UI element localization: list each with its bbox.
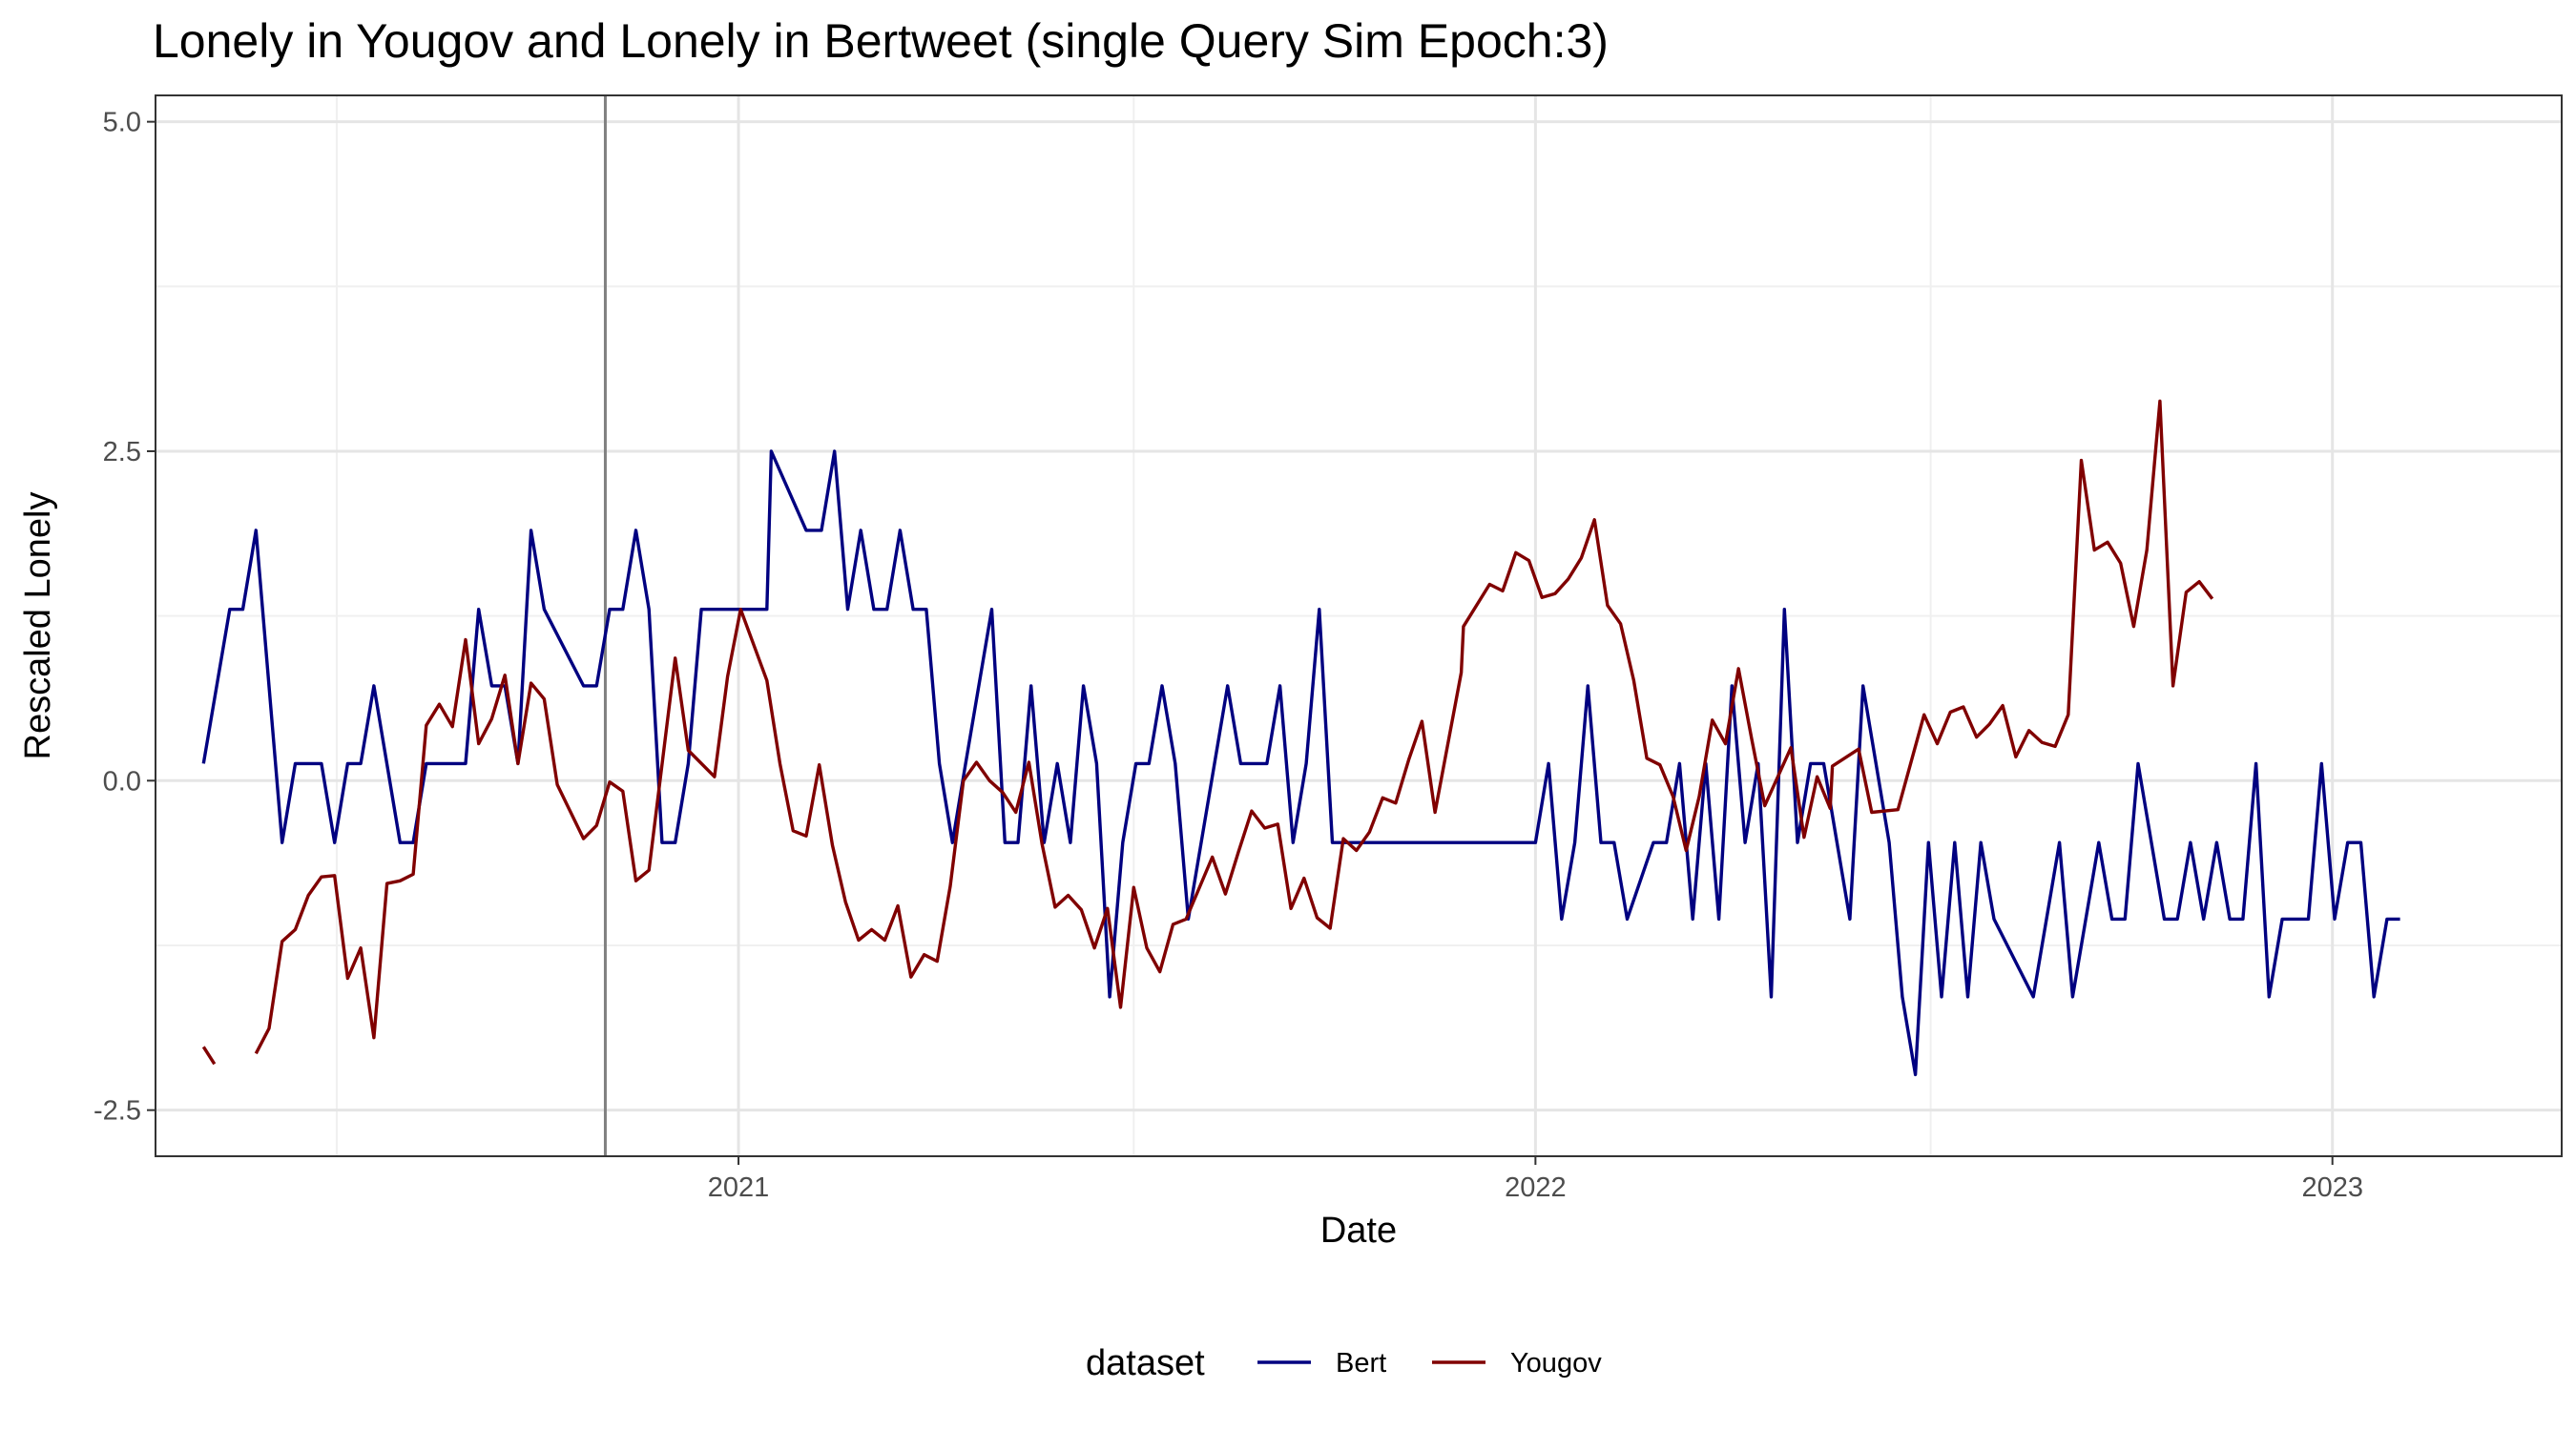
x-tick-label: 2023 [2301, 1172, 2363, 1203]
plot-panel [156, 95, 2562, 1156]
x-axis-title: Date [1320, 1211, 1397, 1251]
legend: dataset Bert Yougov [1086, 1343, 1602, 1383]
series-line-bert [201, 449, 2400, 1077]
legend-label-yougov: Yougov [1510, 1348, 1602, 1379]
x-tick-label: 2022 [1505, 1172, 1567, 1203]
y-tick-label: 0.0 [103, 766, 141, 797]
legend-label-bert: Bert [1336, 1348, 1386, 1379]
series-line-yougov [201, 399, 2214, 1066]
y-tick-label: 5.0 [103, 108, 141, 138]
y-axis-title: Rescaled Lonely [18, 492, 58, 760]
x-tick-label: 2021 [708, 1172, 770, 1203]
legend-title: dataset [1086, 1343, 1205, 1383]
y-tick-label: -2.5 [93, 1096, 141, 1127]
y-tick-label: 2.5 [103, 437, 141, 467]
chart-title: Lonely in Yougov and Lonely in Bertweet … [153, 14, 1609, 68]
